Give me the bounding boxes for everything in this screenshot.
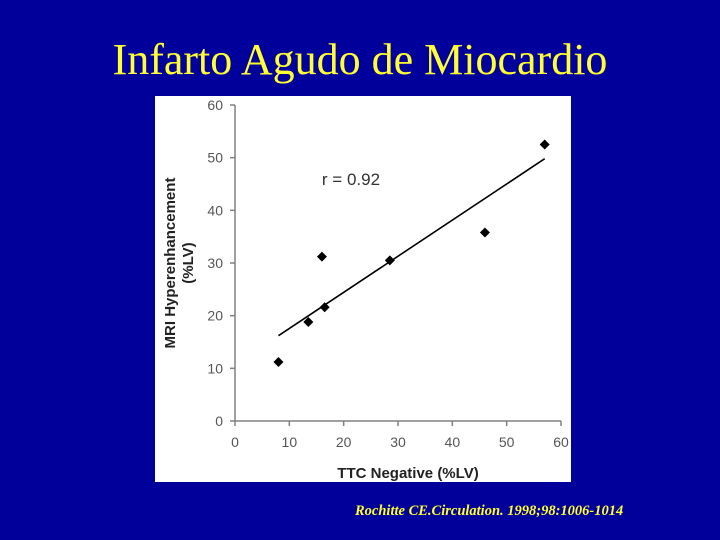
regression-line: [278, 158, 546, 337]
data-point: [384, 255, 395, 266]
slide-title: Infarto Agudo de Miocardio: [112, 35, 608, 84]
y-tick-label: 0: [215, 413, 223, 429]
data-point: [273, 357, 284, 368]
y-tick-label: 50: [207, 150, 223, 166]
chart-axes: 0 10 20 30 40 50 60 0 10 20 30 40 50 60: [207, 97, 569, 450]
x-tick-label: 50: [499, 434, 515, 450]
data-point: [319, 302, 330, 313]
y-tick-label: 60: [207, 97, 223, 113]
data-point: [479, 227, 490, 238]
scatter-chart: 0 10 20 30 40 50 60 0 10 20 30 40 50 60 r = 0.92 TTC …: [162, 97, 569, 482]
x-tick-label: 30: [390, 434, 406, 450]
y-tick-label: 20: [207, 308, 223, 324]
data-point: [316, 251, 327, 262]
x-tick-label: 0: [231, 434, 239, 450]
x-tick-label: 20: [336, 434, 352, 450]
citation-reference: Rochitte CE.Circulation. 1998;98:1006-10…: [355, 503, 624, 519]
data-point: [303, 316, 314, 327]
x-axis-label: TTC Negative (%LV): [337, 465, 478, 482]
scatter-chart-panel: 0 10 20 30 40 50 60 0 10 20 30 40 50 60 r = 0.92 TTC …: [155, 96, 571, 482]
y-tick-label: 10: [207, 360, 223, 376]
y-tick-label: 30: [207, 255, 223, 271]
regression-line-group: [278, 158, 546, 337]
y-axis-label-line-2: (%LV): [180, 242, 197, 283]
data-points: [273, 139, 550, 368]
y-tick-label: 40: [207, 202, 223, 218]
x-tick-label: 40: [445, 434, 461, 450]
x-tick-label: 10: [282, 434, 298, 450]
data-point: [539, 139, 550, 150]
correlation-annotation: r = 0.92: [322, 170, 380, 189]
y-axis-label-line-1: MRI Hyperenhancement: [162, 178, 179, 349]
x-tick-label: 60: [553, 434, 569, 450]
